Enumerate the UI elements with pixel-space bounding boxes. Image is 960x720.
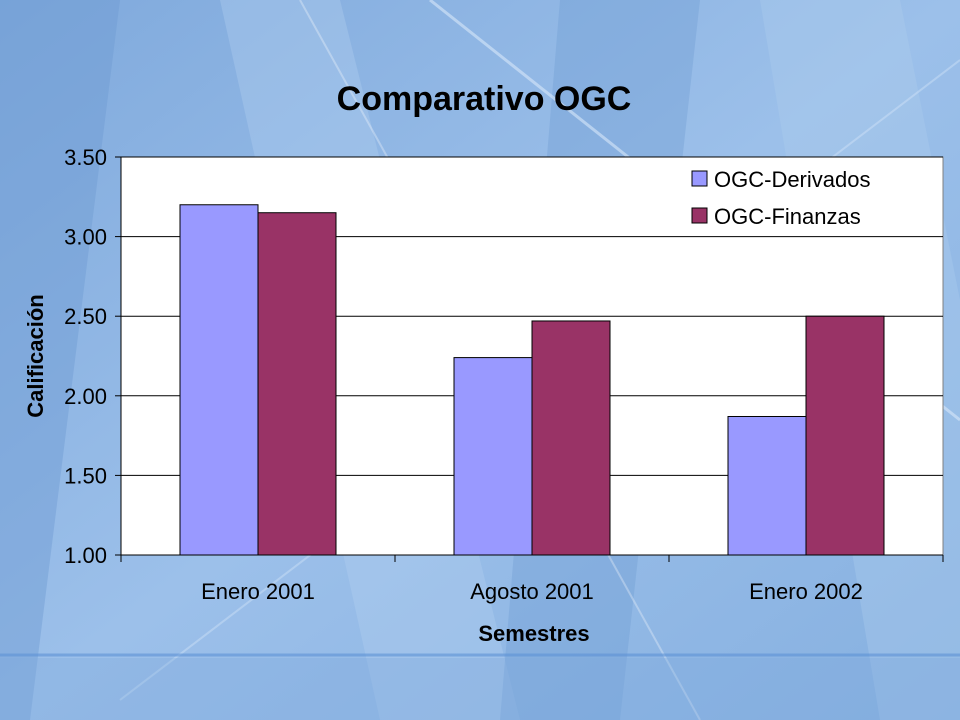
y-tick-label: 3.50 [64,145,107,170]
x-axis-label: Semestres [478,621,589,646]
legend: OGC-Derivados OGC-Finanzas [691,167,870,229]
legend-swatch [691,207,708,224]
legend-label: OGC-Derivados [714,167,870,192]
y-tick-label: 2.00 [64,384,107,409]
y-tick-label: 2.50 [64,304,107,329]
chart-title: Comparativo OGC [337,80,632,118]
bar-ogc-finanzas-1 [531,320,611,556]
y-tick-label: 3.00 [64,225,107,250]
x-tick-label: Agosto 2001 [470,579,594,604]
legend-swatch [691,170,708,187]
bar-ogc-finanzas-0 [257,212,337,556]
bar-ogc-derivados-2 [727,415,807,556]
y-tick-labels: 1.00 1.50 2.00 2.50 3.00 3.50 [64,145,107,568]
axes [115,156,944,562]
y-axis-label: Calificación [23,294,48,417]
x-tick-label: Enero 2001 [201,579,315,604]
x-tick-labels: Enero 2001 Agosto 2001 Enero 2002 [201,579,863,604]
y-tick-label: 1.00 [64,543,107,568]
x-tick-label: Enero 2002 [749,579,863,604]
bar-ogc-derivados-1 [453,357,533,556]
legend-label: OGC-Finanzas [714,204,861,229]
bar-ogc-derivados-0 [179,204,259,556]
bar-ogc-finanzas-2 [805,315,885,556]
y-tick-label: 1.50 [64,463,107,488]
bars [179,204,885,556]
